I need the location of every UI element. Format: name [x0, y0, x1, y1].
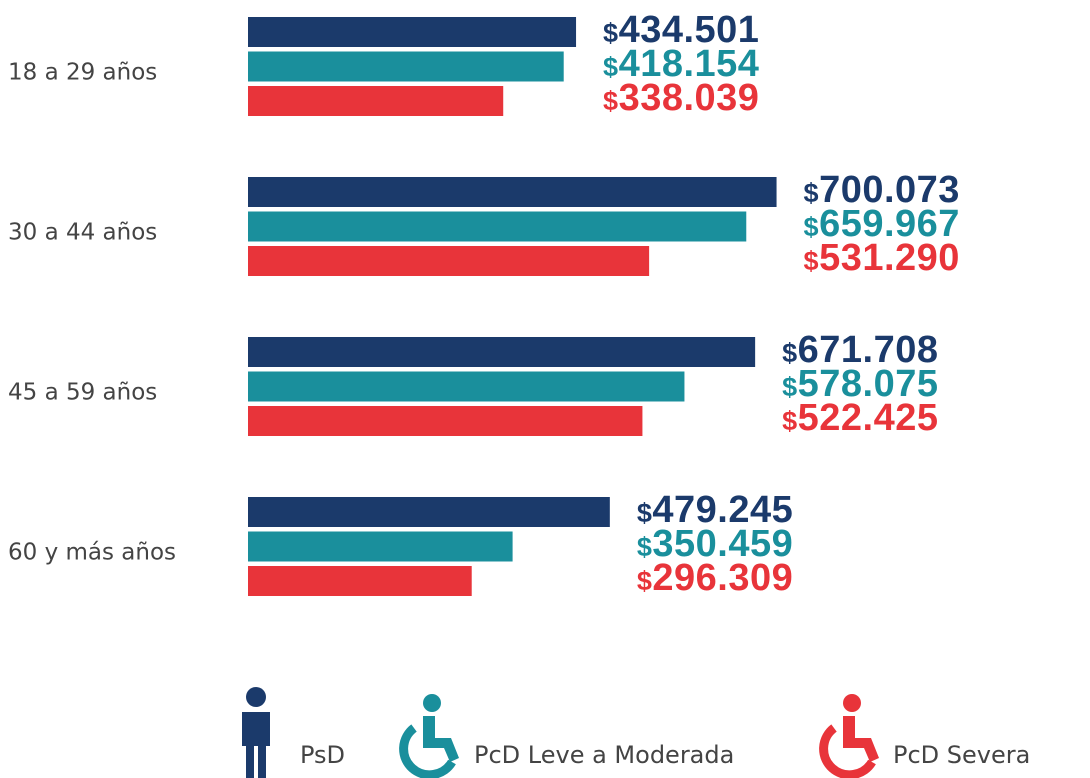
- value-label: $434.501: [603, 9, 760, 51]
- value-label: $671.708: [782, 329, 939, 371]
- value-label: $338.039: [603, 77, 760, 119]
- category-label: 18 a 29 años: [8, 59, 157, 85]
- legend-icon-person: [242, 687, 270, 778]
- category-label: 45 a 59 años: [8, 379, 157, 405]
- value-label: $350.459: [636, 523, 794, 565]
- value-label: $578.075: [782, 363, 939, 405]
- value-label: $479.245: [636, 489, 794, 531]
- bar: [248, 497, 610, 527]
- value-label: $418.154: [603, 43, 760, 85]
- legend-icon-wheelchair: [399, 694, 459, 778]
- legend: PsD PcD Leve a Moderada PcD Severa: [242, 687, 1030, 778]
- bar: [248, 211, 747, 242]
- category-label: 30 a 44 años: [8, 219, 157, 245]
- legend-label: PcD Severa: [893, 741, 1030, 769]
- legend-label: PcD Leve a Moderada: [474, 741, 734, 769]
- bar: [248, 531, 513, 562]
- bar: [248, 86, 504, 116]
- legend-label: PsD: [300, 741, 345, 769]
- value-label: $296.309: [636, 557, 794, 599]
- bar: [248, 246, 650, 276]
- bar: [248, 566, 472, 596]
- value-label: $659.967: [803, 203, 960, 245]
- bar: [248, 371, 685, 402]
- bar: [248, 177, 777, 207]
- bar: [248, 51, 564, 82]
- bar: [248, 337, 756, 367]
- category-label: 60 y más años: [8, 539, 176, 565]
- bar: [248, 17, 577, 47]
- value-label: $700.073: [803, 169, 960, 211]
- legend-icon-wheelchair: [819, 694, 879, 778]
- value-label: $531.290: [803, 237, 960, 279]
- value-label: $522.425: [782, 397, 939, 439]
- bar: [248, 406, 643, 436]
